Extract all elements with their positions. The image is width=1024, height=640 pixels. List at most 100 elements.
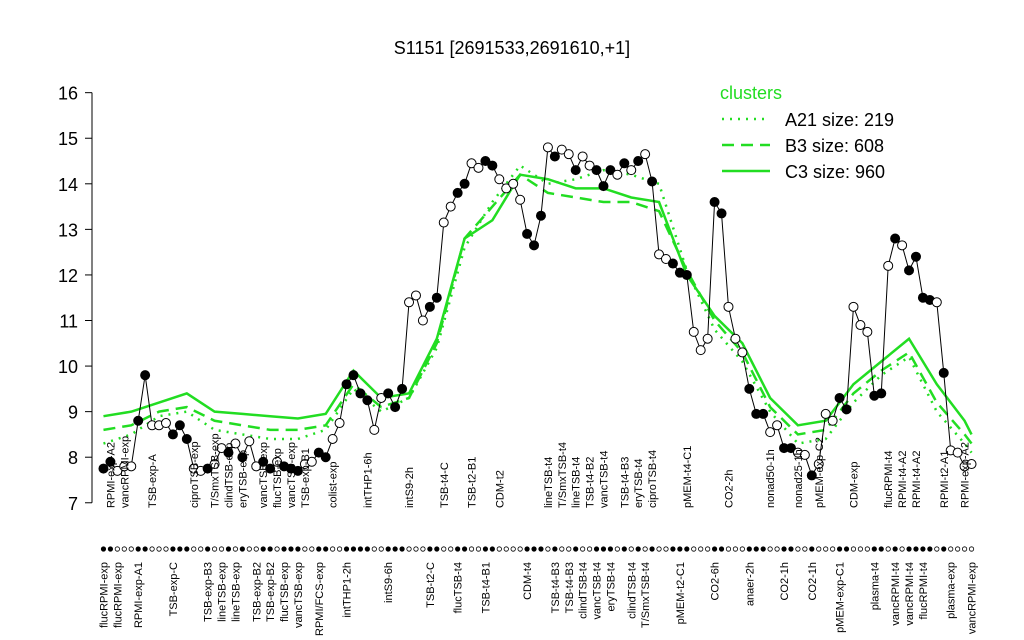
- x-tick-label: pMEM-exp-C1: [835, 562, 847, 633]
- data-point: [667, 258, 678, 269]
- rug-dot: [225, 546, 232, 552]
- data-point: [570, 165, 581, 176]
- x-tick-label: lineTSB-exp: [217, 562, 229, 622]
- rug-dot: [399, 546, 405, 552]
- rug-dot: [177, 546, 183, 552]
- x-tick-label: RPMI-t4-A2: [897, 451, 909, 508]
- data-point: [313, 447, 324, 458]
- rug-dot: [517, 546, 523, 552]
- rug-dot: [559, 546, 565, 552]
- rug-dot: [496, 546, 502, 552]
- x-tick-label: CO2-2h: [723, 469, 735, 508]
- rug-dot: [628, 546, 634, 552]
- rug-dot: [489, 546, 495, 552]
- data-point: [577, 151, 588, 162]
- data-point: [362, 395, 373, 406]
- rug-dot: [545, 546, 551, 552]
- data-point: [383, 388, 394, 399]
- rug-dot: [121, 546, 127, 552]
- data-point: [626, 165, 637, 176]
- data-point: [744, 383, 755, 394]
- rug-dot: [635, 546, 641, 552]
- data-point: [730, 333, 741, 344]
- rug-dot: [961, 546, 968, 552]
- rug-dot: [232, 546, 239, 552]
- y-tick-label: 15: [58, 129, 78, 149]
- data-point: [827, 415, 838, 426]
- rug-dot: [830, 546, 836, 552]
- data-point: [230, 438, 241, 449]
- rug-dot: [698, 546, 704, 552]
- x-tick-label: flucTSB-exp: [272, 448, 284, 508]
- rug-dot: [434, 546, 440, 552]
- x-tick-label: TSB-t4-B1: [480, 562, 492, 613]
- rug-dot: [350, 546, 357, 552]
- rug-dot: [621, 546, 627, 552]
- data-point: [688, 326, 699, 337]
- rug-dot: [899, 546, 905, 552]
- rug-dot: [955, 546, 961, 552]
- data-point: [237, 452, 248, 463]
- rug-dot: [371, 546, 377, 552]
- rug-dot: [135, 546, 141, 552]
- data-point: [501, 183, 512, 194]
- data-point: [633, 156, 644, 167]
- x-tick-label: intS9-6h: [383, 562, 395, 603]
- data-point: [716, 208, 727, 219]
- rug-dot: [836, 546, 843, 552]
- data-point: [376, 392, 387, 403]
- x-tick-label: clindTSB-t4: [626, 562, 638, 619]
- x-tick-label: flucRPMI-t4: [918, 562, 930, 619]
- rug-dot: [211, 546, 218, 552]
- data-point: [369, 424, 380, 435]
- data-point: [640, 149, 651, 160]
- rug-dot: [802, 546, 808, 552]
- rug-dot: [538, 546, 544, 552]
- rug-dot: [524, 546, 530, 552]
- rug-dot: [586, 546, 593, 552]
- data-point: [480, 156, 491, 167]
- rug-dot: [128, 546, 134, 552]
- data-point: [473, 162, 484, 173]
- rug-dot: [580, 546, 586, 552]
- x-tick-label: ciproTSB-exp: [189, 441, 201, 508]
- rug-dot: [184, 546, 190, 552]
- x-tick-label: pMEM-t2-C1: [675, 562, 687, 624]
- rug-dot: [642, 546, 648, 552]
- data-point: [619, 158, 630, 169]
- data-point: [681, 269, 692, 280]
- x-tick-label: clindTSB-t4: [578, 562, 590, 619]
- data-point: [813, 459, 824, 470]
- data-point: [522, 228, 533, 239]
- x-tick-label: TSB-t4-B2: [585, 457, 597, 508]
- data-point: [410, 290, 421, 301]
- x-tick-label: nonad25-1h: [793, 449, 805, 508]
- rug-dot: [267, 546, 273, 552]
- rug-dot: [871, 546, 877, 552]
- data-point: [174, 420, 185, 431]
- data-point: [424, 301, 435, 312]
- x-tick-label: eryTSB-t4: [605, 562, 617, 612]
- data-point: [140, 370, 151, 381]
- data-point: [508, 178, 519, 189]
- x-tick-label: pMEM-t4-C1: [682, 446, 694, 508]
- data-point: [654, 249, 665, 260]
- rug-dot: [198, 546, 204, 552]
- rug-dot: [927, 546, 933, 552]
- data-point: [320, 452, 331, 463]
- x-tick-label: eryTSB-exp: [237, 450, 249, 508]
- rug-dot: [885, 546, 891, 552]
- x-tick-label: clindTSB-exp: [223, 443, 235, 508]
- rug-dot: [316, 546, 322, 552]
- data-point: [133, 415, 144, 426]
- data-point: [223, 447, 234, 458]
- rug-dot: [503, 546, 509, 552]
- data-line: [103, 146, 972, 477]
- rug-dot: [767, 546, 773, 552]
- rug-dot: [100, 546, 107, 552]
- cluster-line: [103, 163, 973, 454]
- x-tick-label: TSB-t4-B3: [550, 562, 562, 613]
- data-point: [549, 151, 560, 162]
- rug-dot: [753, 546, 759, 552]
